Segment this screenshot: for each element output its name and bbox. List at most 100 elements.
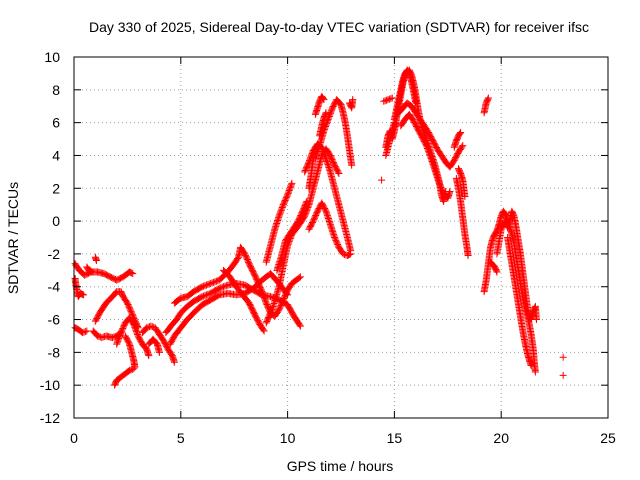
data-point-469: [207, 279, 215, 287]
data-point-795: [286, 184, 294, 192]
data-point-80: [83, 327, 91, 335]
data-point-1145: [347, 250, 355, 258]
data-point-937: [334, 168, 342, 176]
data-point-473: [212, 277, 220, 285]
data-point-1624: [459, 142, 467, 150]
data-point-1207: [327, 107, 335, 115]
data-point-93: [93, 332, 101, 340]
data-point-1315: [385, 95, 393, 103]
x-tick-label-0: 0: [70, 430, 78, 446]
data-point-437: [296, 321, 304, 329]
x-tick-label-2: 10: [280, 430, 296, 446]
data-point-2231: [527, 361, 535, 369]
data-point-373: [220, 283, 228, 291]
data-point-781: [278, 204, 286, 212]
x-axis-label: GPS time / hours: [287, 458, 394, 474]
data-point-1019: [321, 152, 329, 160]
data-point-1313: [383, 96, 391, 104]
data-point-791: [284, 189, 292, 197]
data-point-538: [260, 292, 268, 300]
data-point-1206: [327, 108, 335, 116]
data-point-782: [279, 202, 287, 210]
data-point-1660: [424, 144, 432, 152]
data-point-69: [80, 291, 88, 299]
y-tick-label-10: 8: [52, 82, 60, 98]
data-point-193: [113, 339, 121, 347]
data-point-374: [221, 282, 229, 290]
data-point-468: [205, 280, 213, 288]
data-point-794: [286, 185, 294, 193]
data-point-938: [335, 170, 343, 178]
data-point-370: [215, 284, 223, 292]
data-point-464: [200, 282, 208, 290]
y-axis-ticks: -12 -10 -8 -6 -4 -2 0 2 4 6 8 10: [40, 49, 608, 426]
data-point-1724: [390, 119, 398, 127]
data-point-585: [295, 274, 303, 282]
data-point-743: [260, 327, 268, 335]
data-point-79: [81, 328, 89, 336]
data-point-320: [155, 348, 163, 356]
data-point-218: [130, 322, 138, 330]
data-point-1312: [381, 97, 389, 105]
data-point-358: [200, 292, 208, 300]
data-point-199: [116, 330, 124, 338]
data-point-471: [210, 278, 218, 286]
data-point-1310: [378, 176, 386, 184]
data-point-987: [302, 199, 310, 207]
grid-layer: [74, 57, 608, 418]
data-point-775: [275, 212, 283, 220]
data-point-1197: [322, 121, 330, 129]
data-point-790: [284, 191, 292, 199]
data-point-1791: [464, 252, 472, 260]
data-point-1020: [322, 153, 330, 161]
y-tick-label-3: -6: [48, 312, 61, 328]
data-point-541: [261, 296, 269, 304]
data-point-1658: [422, 142, 430, 150]
data-point-1997: [531, 368, 539, 376]
y-tick-label-2: -8: [48, 344, 61, 360]
data-point-49: [129, 270, 137, 278]
y-tick-label-8: 4: [52, 147, 60, 163]
data-point-1812: [461, 192, 469, 200]
data-point-809: [268, 305, 276, 313]
data-point-220: [131, 325, 139, 333]
data-point-779: [277, 206, 285, 214]
data-point-372: [218, 283, 226, 291]
data-point-776: [276, 211, 284, 219]
data-point-1314: [384, 96, 392, 104]
data-point-536: [259, 289, 267, 297]
plot-frame: [73, 56, 609, 419]
y-tick-label-7: 2: [52, 180, 60, 196]
data-point-221: [132, 326, 140, 334]
x-axis-ticks: 0 5 10 15 20 25: [70, 57, 616, 446]
data-point-1737: [457, 128, 465, 136]
data-markers: [71, 66, 567, 389]
data-point-275: [148, 323, 156, 331]
data-point-357: [198, 293, 206, 301]
data-point-1018: [320, 150, 328, 158]
data-point-542: [262, 298, 270, 306]
data-point-465: [201, 282, 209, 290]
data-point-196: [115, 334, 123, 342]
x-tick-label-1: 5: [177, 430, 185, 446]
data-point-777: [276, 209, 284, 217]
data-point-219: [131, 323, 139, 331]
data-point-470: [208, 279, 216, 287]
data-point-1659: [423, 143, 431, 151]
data-point-1546: [412, 99, 420, 107]
data-point-1017: [320, 149, 328, 157]
data-point-1736: [456, 130, 464, 138]
data-point-86: [87, 267, 95, 275]
data-point-274: [147, 322, 155, 330]
data-point-2131: [532, 316, 540, 324]
data-point-1297: [319, 95, 327, 103]
data-point-692: [283, 290, 291, 298]
y-axis-label: SDTVAR / TECUs: [5, 182, 21, 294]
plot-border: [73, 56, 609, 419]
data-point-222: [132, 328, 140, 336]
data-point-793: [285, 187, 293, 195]
data-point-104: [108, 334, 116, 342]
data-point-1701: [446, 188, 454, 196]
data-point-778: [277, 208, 285, 216]
